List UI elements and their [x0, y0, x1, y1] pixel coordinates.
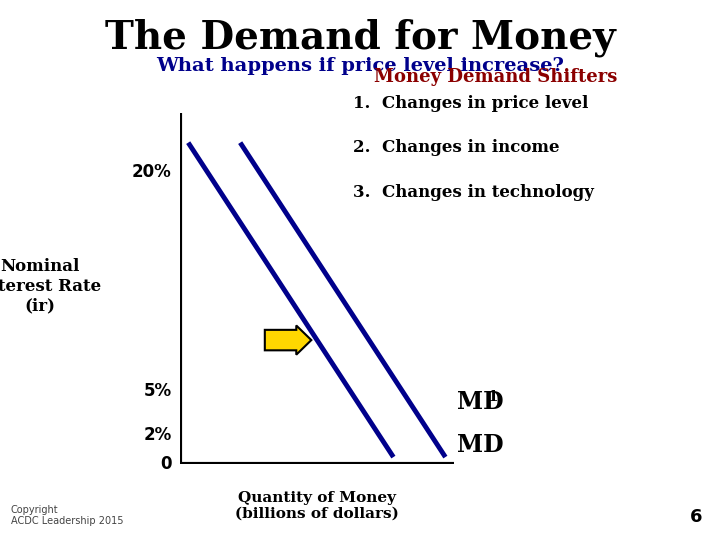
Text: Quantity of Money
(billions of dollars): Quantity of Money (billions of dollars) [235, 491, 399, 521]
Text: MD: MD [457, 390, 504, 414]
Text: 1: 1 [487, 390, 498, 404]
Text: The Demand for Money: The Demand for Money [104, 19, 616, 57]
Text: 3.  Changes in technology: 3. Changes in technology [353, 184, 594, 201]
Text: Money Demand Shifters: Money Demand Shifters [374, 68, 618, 85]
Text: 2.  Changes in income: 2. Changes in income [353, 139, 559, 156]
FancyArrow shape [265, 326, 311, 355]
Text: 6: 6 [690, 509, 702, 526]
Text: 1.  Changes in price level: 1. Changes in price level [353, 94, 588, 111]
Text: 2%: 2% [143, 426, 172, 444]
Text: 20%: 20% [132, 163, 172, 181]
Text: Copyright
ACDC Leadership 2015: Copyright ACDC Leadership 2015 [11, 505, 123, 526]
Text: MD: MD [457, 434, 504, 457]
Text: What happens if price level increase?: What happens if price level increase? [156, 57, 564, 75]
Text: 5%: 5% [144, 382, 172, 400]
Text: Nominal
Interest Rate
(ir): Nominal Interest Rate (ir) [0, 258, 102, 314]
Text: 0: 0 [161, 455, 172, 474]
